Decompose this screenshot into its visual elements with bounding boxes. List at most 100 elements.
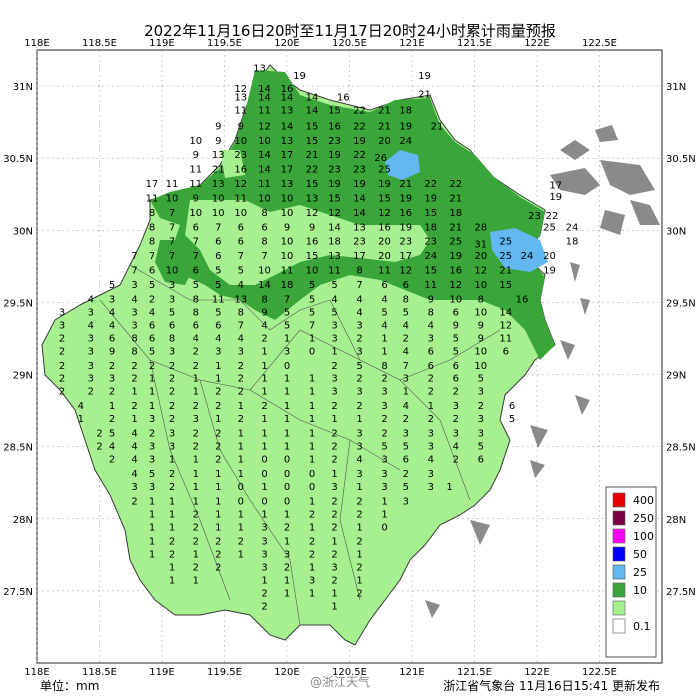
rainfall-value: 18 (281, 280, 294, 291)
rainfall-value: 10 (212, 208, 225, 219)
rainfall-value: 23 (328, 136, 341, 147)
rainfall-value: 11 (258, 179, 271, 190)
rainfall-value: 4 (453, 442, 459, 453)
rainfall-value: 1 (309, 374, 315, 385)
lon-tick-label: 120.5E (332, 667, 367, 678)
rainfall-value: 16 (449, 266, 462, 277)
longitude-labels-top: 118E 118.5E 119E 119.5E 120E 120.5E 121E 121.5E… (24, 38, 617, 49)
lat-tick-label: 29.5N (666, 298, 696, 309)
rainfall-value: 1 (169, 455, 175, 466)
rainfall-value: 1 (261, 509, 267, 520)
rainfall-value: 9 (309, 222, 315, 233)
rainfall-value: 21 (399, 179, 412, 190)
rainfall-value: 19 (399, 222, 412, 233)
rainfall-value: 18 (449, 208, 462, 219)
rainfall-value: 2 (59, 333, 65, 344)
rainfall-value: 16 (328, 121, 341, 132)
rainfall-value: 8 (356, 266, 362, 277)
rainfall-value: 6 (149, 333, 155, 344)
rainfall-value: 1 (169, 522, 175, 533)
rainfall-value: 6 (478, 455, 484, 466)
rainfall-value: 6 (503, 346, 509, 357)
rainfall-value: 1 (149, 374, 155, 385)
rainfall-value: 1 (238, 455, 244, 466)
legend-swatch (612, 618, 626, 634)
rainfall-value: 9 (478, 320, 484, 331)
rainfall-value: 10 (234, 208, 247, 219)
rainfall-value: 11 (234, 105, 247, 116)
rainfall-value: 23 (328, 165, 341, 176)
rainfall-value: 22 (449, 179, 462, 190)
rainfall-value: 2 (131, 374, 137, 385)
rainfall-value: 3 (356, 469, 362, 480)
rainfall-value: 3 (356, 429, 362, 440)
rainfall-value: 3 (59, 307, 65, 318)
rainfall-value: 2 (284, 563, 290, 574)
rainfall-value: 10 (189, 136, 202, 147)
rainfall-value: 2 (356, 333, 362, 344)
rainfall-value: 14 (258, 84, 271, 95)
rainfall-value: 1 (284, 509, 290, 520)
rainfall-value: 2 (131, 361, 137, 372)
rainfall-value: 5 (331, 280, 337, 291)
rainfall-value: 10 (234, 136, 247, 147)
rainfall-value: 4 (261, 320, 267, 331)
rainfall-value: 3 (131, 482, 137, 493)
rainfall-value: 1 (331, 589, 337, 600)
rainfall-value: 4 (331, 294, 337, 305)
rainfall-value: 8 (193, 307, 199, 318)
rainfall-value: 21 (306, 150, 319, 161)
source-label: 浙江省气象台 11月16日15:41 更新发布 (443, 678, 660, 693)
rainfall-value: 3 (88, 333, 94, 344)
legend-label: 0.1 (633, 620, 651, 633)
rainfall-value: 7 (356, 280, 362, 291)
rainfall-value: 22 (353, 121, 366, 132)
rainfall-value: 20 (474, 251, 487, 262)
rainfall-value: 1 (284, 374, 290, 385)
rainfall-value: 14 (258, 280, 271, 291)
rainfall-value: 10 (474, 280, 487, 291)
rainfall-value: 9 (478, 333, 484, 344)
rainfall-value: 11 (189, 165, 202, 176)
rainfall-value: 16 (281, 84, 294, 95)
rainfall-value: 6 (238, 237, 244, 248)
rainfall-value: 3 (261, 563, 267, 574)
rainfall-value: 5 (478, 442, 484, 453)
rainfall-value: 6 (149, 266, 155, 277)
rainfall-value: 8 (478, 294, 484, 305)
rainfall-value: 3 (109, 374, 115, 385)
rainfall-value: 3 (59, 320, 65, 331)
rainfall-value: 2 (59, 361, 65, 372)
rainfall-value: 3 (428, 442, 434, 453)
lat-tick-label: 27.5N (3, 587, 33, 598)
rainfall-value: 3 (331, 333, 337, 344)
rainfall-value: 1 (309, 442, 315, 453)
rainfall-value: 2 (309, 509, 315, 520)
lat-tick-label: 28.5N (666, 443, 696, 454)
lon-tick-label: 121E (399, 667, 424, 678)
rainfall-value: 7 (309, 320, 315, 331)
lon-tick-label: 122E (524, 38, 549, 49)
rainfall-value: 3 (428, 482, 434, 493)
rainfall-value: 1 (331, 602, 337, 613)
rainfall-value: 18 (328, 237, 341, 248)
rainfall-value: 5 (109, 280, 115, 291)
rainfall-value: 10 (258, 136, 271, 147)
rainfall-value: 2 (356, 374, 362, 385)
rainfall-value: 9 (193, 193, 199, 204)
rainfall-value: 2 (215, 387, 221, 398)
rainfall-value: 11 (189, 179, 202, 190)
rainfall-value: 11 (328, 266, 341, 277)
rainfall-value: 7 (169, 251, 175, 262)
rainfall-value: 11 (424, 280, 437, 291)
rainfall-value: 3 (261, 537, 267, 548)
rainfall-value: 2 (193, 361, 199, 372)
rainfall-value: 1 (193, 469, 199, 480)
lon-tick-label: 119.5E (207, 667, 242, 678)
rainfall-value: 8 (403, 294, 409, 305)
rainfall-value: 17 (549, 180, 562, 191)
rainfall-value: 25 (449, 237, 462, 248)
legend-swatch (612, 546, 626, 562)
rainfall-value: 4 (78, 401, 84, 412)
